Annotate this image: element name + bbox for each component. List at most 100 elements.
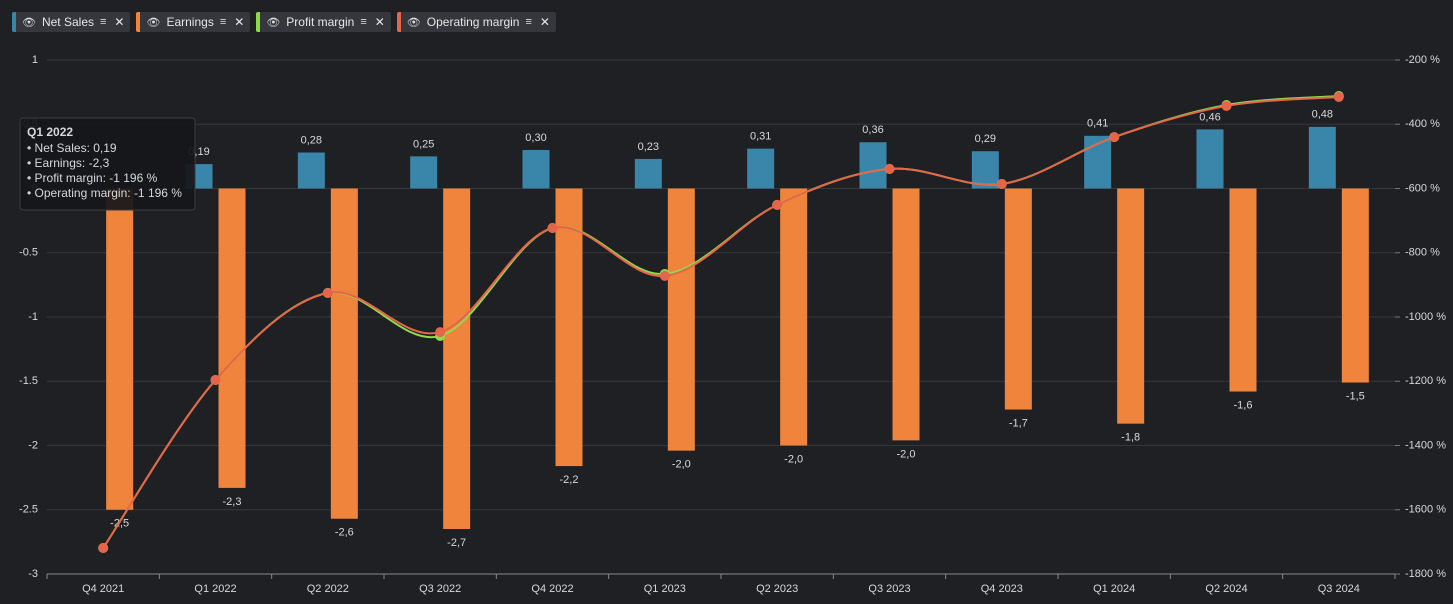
layers-icon[interactable]: ≡	[219, 16, 227, 28]
value-label: -2,0	[784, 453, 803, 465]
y2-tick-label: -1000 %	[1405, 311, 1446, 323]
tooltip-item: • Earnings: -2,3	[27, 156, 110, 170]
bar	[1117, 188, 1145, 424]
value-label: -2,2	[560, 474, 579, 486]
point	[547, 223, 558, 234]
layers-icon[interactable]: ≡	[525, 16, 532, 28]
bar	[1196, 129, 1224, 189]
y2-tick-label: -600 %	[1405, 182, 1440, 194]
tooltip-dot: •	[27, 171, 35, 185]
close-icon[interactable]: ✕	[234, 15, 245, 29]
y2-tick-label: -1200 %	[1405, 375, 1446, 387]
tooltip-name: Profit margin	[35, 171, 103, 185]
tooltip-sep: :	[82, 156, 89, 170]
bar	[218, 188, 246, 488]
value-label: -2,6	[335, 527, 354, 539]
eye-icon[interactable]: 👁︎	[406, 16, 421, 29]
layers-icon[interactable]: ≡	[100, 16, 107, 28]
y2-tick-label: -200 %	[1405, 54, 1440, 66]
point	[1333, 91, 1344, 102]
value-label: -2,3	[223, 496, 242, 508]
bar	[859, 142, 887, 189]
value-label: -1,8	[1121, 432, 1140, 444]
tooltip-dot: •	[27, 141, 35, 155]
value-label: 0,36	[862, 124, 883, 136]
legend-item[interactable]: 👁︎ Operating margin ≡ ✕	[396, 12, 556, 32]
layers-icon[interactable]: ≡	[360, 16, 367, 28]
x-tick-label: Q1 2024	[1093, 583, 1135, 595]
value-label: 0,28	[301, 134, 322, 146]
bar	[297, 152, 325, 189]
tooltip-title: Q1 2022	[27, 125, 73, 139]
legend-label: Operating margin	[426, 15, 520, 29]
point	[659, 270, 670, 281]
tooltip: Q1 2022• Net Sales: 0,19• Earnings: -2,3…	[19, 117, 196, 211]
bar	[1341, 188, 1369, 383]
legend-swatch	[12, 12, 16, 32]
line	[102, 95, 1339, 549]
tooltip-item: • Net Sales: 0,19	[27, 141, 117, 155]
x-tick-label: Q2 2022	[307, 583, 349, 595]
value-label: 0,31	[750, 131, 771, 143]
tooltip-value: -1 196 %	[109, 171, 157, 185]
value-label: -2,0	[672, 459, 691, 471]
x-tick-label: Q3 2023	[868, 583, 910, 595]
x-tick-label: Q4 2021	[82, 583, 124, 595]
x-tick-label: Q1 2022	[194, 583, 236, 595]
close-icon[interactable]: ✕	[114, 15, 125, 29]
value-label: -2,7	[447, 537, 466, 549]
value-label: 0,23	[638, 141, 659, 153]
legend-label: Net Sales	[41, 15, 94, 29]
tooltip-dot: •	[27, 156, 35, 170]
value-label: 0,46	[1199, 111, 1220, 123]
bar	[443, 188, 471, 530]
tooltip-value: 0,19	[93, 141, 117, 155]
y-tick-label: -1	[28, 311, 38, 323]
y-tick-label: 1	[32, 54, 38, 66]
eye-icon[interactable]: 👁︎	[266, 16, 281, 29]
y-tick-label: -2.5	[19, 504, 38, 516]
point	[322, 287, 333, 298]
tooltip-item: • Profit margin: -1 196 %	[27, 171, 158, 185]
x-tick-label: Q2 2024	[1205, 583, 1247, 595]
tooltip-sep: :	[127, 186, 134, 200]
value-label: -2,0	[897, 448, 916, 460]
y2-tick-label: -1800 %	[1405, 568, 1446, 580]
eye-icon[interactable]: 👁︎	[146, 16, 161, 29]
value-label: 0,30	[525, 132, 546, 144]
y-tick-label: -0.5	[19, 247, 38, 259]
close-icon[interactable]: ✕	[539, 15, 550, 29]
tooltip-name: Net Sales	[35, 141, 87, 155]
point	[884, 163, 895, 174]
point	[1221, 100, 1232, 111]
legend-item[interactable]: 👁︎ Net Sales ≡ ✕	[12, 12, 131, 32]
eye-icon[interactable]: 👁︎	[22, 16, 36, 29]
point	[98, 542, 109, 553]
y2-tick-label: -1600 %	[1405, 504, 1446, 516]
value-label: 0,48	[1312, 109, 1333, 121]
x-tick-label: Q3 2024	[1318, 583, 1360, 595]
y2-tick-label: -1400 %	[1405, 439, 1446, 451]
legend-swatch	[256, 12, 261, 32]
bar	[747, 148, 775, 189]
bar	[522, 149, 550, 189]
tooltip-value: -1 196 %	[134, 186, 182, 200]
value-label: 0,29	[975, 133, 996, 145]
bar	[106, 188, 134, 510]
bar	[1004, 188, 1032, 410]
tooltip-value: -2,3	[89, 156, 110, 170]
legend-item[interactable]: 👁︎ Profit margin ≡ ✕	[256, 12, 391, 32]
point	[996, 179, 1007, 190]
x-tick-label: Q4 2022	[531, 583, 573, 595]
value-label: -1,5	[1346, 390, 1365, 402]
y2-tick-label: -400 %	[1405, 118, 1440, 130]
close-icon[interactable]: ✕	[374, 15, 385, 29]
x-tick-label: Q4 2023	[981, 583, 1023, 595]
bar	[410, 156, 438, 189]
bar	[634, 158, 662, 189]
bar	[1229, 188, 1257, 392]
legend-item[interactable]: 👁︎ Earnings ≡ ✕	[136, 12, 251, 32]
y-tick-label: -3	[28, 568, 38, 580]
tooltip-name: Earnings	[35, 156, 82, 170]
